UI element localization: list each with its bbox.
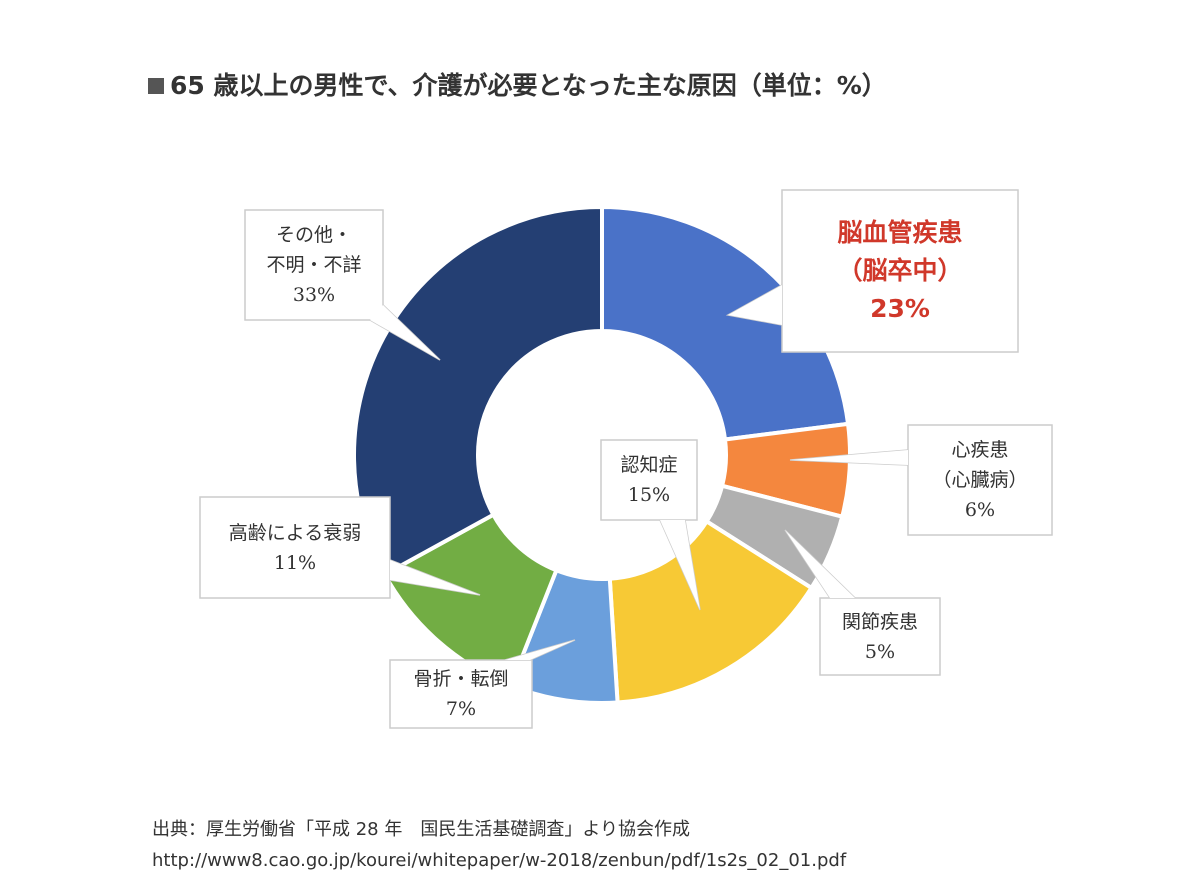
donut-slice [600, 204, 851, 442]
source-citation: 出典：厚生労働省「平成 28 年 国民生活基礎調査」より協会作成 [152, 819, 690, 840]
chart-title-text: 65 歳以上の男性で、介護が必要となった主な原因（単位：%） [170, 71, 887, 100]
slice-value: 33% [292, 284, 336, 306]
slice-name: 関節疾患 [841, 610, 918, 633]
callout-box [244, 209, 441, 361]
slice-value: 5% [864, 640, 896, 663]
slice-value: 23% [870, 294, 930, 323]
source-url: http://www8.cao.go.jp/kourei/whitepaper/… [152, 850, 847, 871]
slice-name: （脳卒中） [837, 256, 963, 285]
square-bullet-icon [148, 78, 164, 94]
slice-value: 6% [964, 499, 996, 521]
data-label: 骨折・転倒 7% [390, 664, 532, 724]
callout-box [199, 496, 481, 599]
slice-name: （心臓病） [932, 469, 1028, 491]
callout-box [600, 439, 701, 611]
data-label: 関節疾患 5% [820, 607, 940, 667]
slice-name: 脳血管疾患 [837, 218, 963, 247]
slice-name: 心疾患 [951, 439, 1009, 461]
data-label: 高齢による衰弱 11% [200, 518, 390, 578]
slice-name: その他・ [275, 224, 352, 246]
data-label: 認知症 15% [601, 450, 697, 510]
callout-box [389, 639, 576, 729]
slice-value: 7% [445, 698, 477, 720]
slice-value: 11% [273, 551, 317, 574]
slice-name: 認知症 [620, 454, 678, 476]
data-label: 脳血管疾患 （脳卒中） 23% [782, 214, 1018, 328]
slice-name: 不明・不詳 [266, 254, 362, 276]
slice-value: 15% [627, 484, 671, 506]
data-label: その他・不明・不詳 33% [245, 220, 383, 310]
callout-box [725, 189, 1019, 353]
data-label: 心疾患 （心臓病） 6% [908, 435, 1052, 525]
callout-box [784, 529, 941, 676]
chart-title: 65 歳以上の男性で、介護が必要となった主な原因（単位：%） [148, 66, 887, 102]
slice-name: 高齢による衰弱 [228, 521, 362, 544]
callout-box [789, 424, 1053, 536]
slice-name: 骨折・転倒 [413, 668, 509, 690]
donut-slice [352, 204, 604, 578]
